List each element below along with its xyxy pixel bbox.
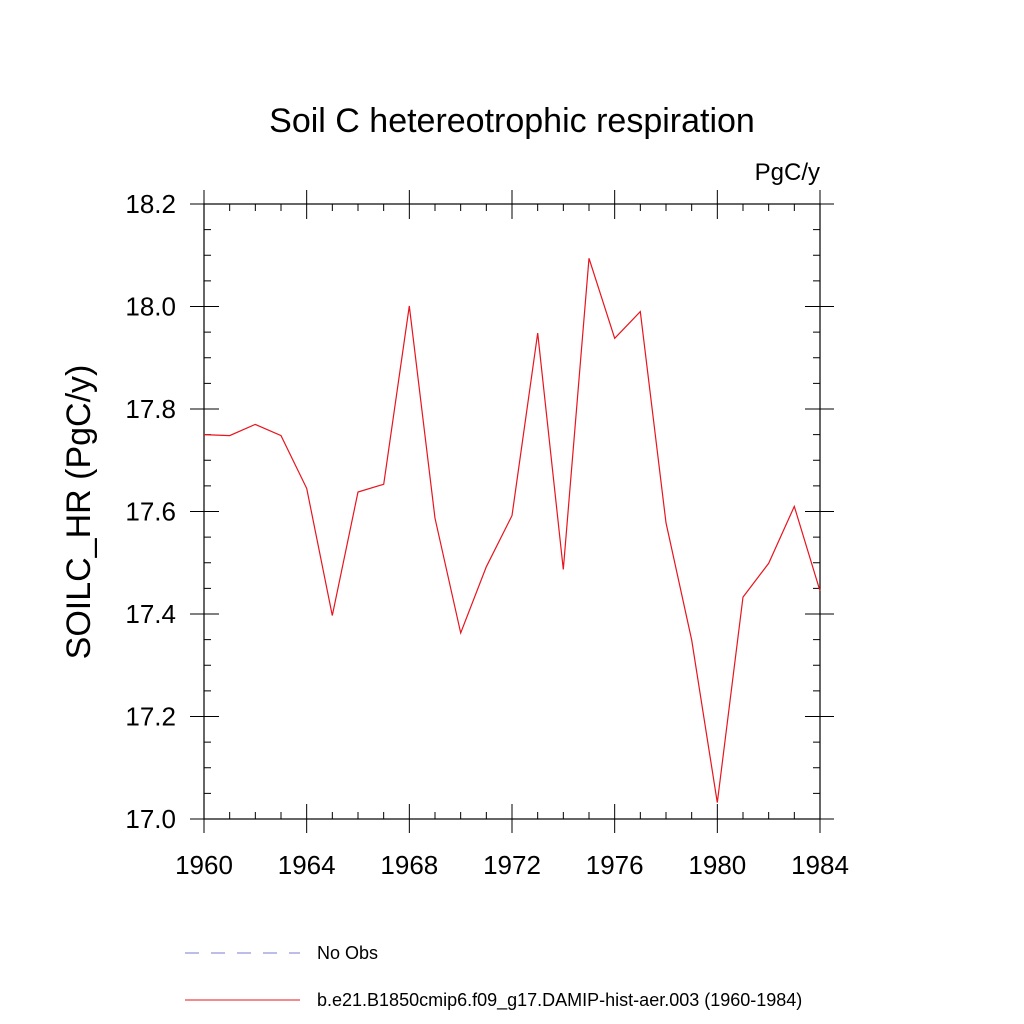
y-tick-label: 18.0	[125, 292, 176, 322]
y-tick-label: 17.8	[125, 394, 176, 424]
x-axis: 1960 1964 1968 1972 1976 1980 1984	[175, 190, 849, 880]
y-tick-label: 18.2	[125, 189, 176, 219]
series-line	[203, 258, 821, 803]
x-tick-label: 1964	[278, 850, 336, 880]
x-tick-label: 1984	[791, 850, 849, 880]
x-tick-label: 1968	[380, 850, 438, 880]
legend: No Obs b.e21.B1850cmip6.f09_g17.DAMIP-his…	[185, 943, 802, 1011]
x-tick-label: 1976	[586, 850, 644, 880]
y-tick-label: 17.6	[125, 497, 176, 527]
y-tick-label: 17.4	[125, 599, 176, 629]
x-tick-label: 1980	[688, 850, 746, 880]
legend-label: No Obs	[317, 943, 378, 963]
legend-label: b.e21.B1850cmip6.f09_g17.DAMIP-hist-aer.…	[317, 990, 802, 1011]
y-axis: 17.0 17.2 17.4 17.6 17.8 18.0 18.2	[125, 189, 834, 834]
chart-title: Soil C hetereotrophic respiration	[269, 102, 755, 140]
x-tick-label: 1972	[483, 850, 541, 880]
series-layer	[203, 258, 821, 803]
y-tick-label: 17.2	[125, 702, 176, 732]
x-tick-label: 1960	[175, 850, 233, 880]
units-label: PgC/y	[755, 159, 820, 186]
y-tick-label: 17.0	[125, 804, 176, 834]
y-axis-label: SOILC_HR (PgC/y)	[60, 365, 98, 660]
